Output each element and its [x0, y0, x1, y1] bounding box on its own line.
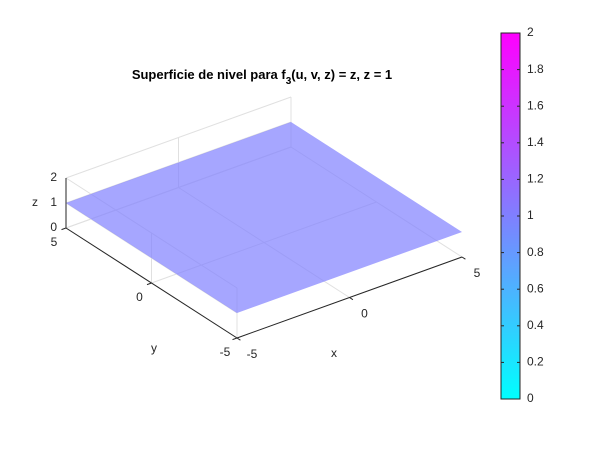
- colorbar-tick-label: 1: [527, 208, 534, 222]
- z-tick-label: 2: [50, 170, 57, 184]
- colorbar-tick-label: 2: [527, 25, 534, 39]
- colorbar-tick-label: 0.4: [527, 318, 544, 332]
- x-tick-label: 5: [474, 266, 481, 280]
- colorbar-tick-label: 1.4: [527, 135, 544, 149]
- y-tick: [146, 282, 152, 286]
- title-subscript: 3: [286, 76, 292, 87]
- y-tick: [61, 227, 67, 231]
- colorbar-tick-label: 0.2: [527, 355, 544, 369]
- title-text: Superficie de nivel para f: [132, 67, 287, 82]
- x-tick: [236, 337, 241, 341]
- colorbar-tick-label: 1.2: [527, 172, 544, 186]
- colorbar-tick-label: 1.6: [527, 98, 544, 112]
- x-tick: [461, 256, 466, 260]
- y-tick-label: -5: [220, 345, 231, 359]
- y-tick: [232, 337, 238, 341]
- colorbar-tick-label: 1.8: [527, 62, 544, 76]
- y-axis-label: y: [151, 341, 157, 355]
- colorbar-tick-label: 0: [527, 391, 534, 405]
- x-axis-label: x: [331, 346, 337, 360]
- colorbar-tick-label: 0.8: [527, 245, 544, 259]
- surface: [66, 122, 462, 313]
- z-tick-label: 1: [50, 195, 57, 209]
- title-text: (u, v, z) = z, z = 1: [291, 67, 392, 82]
- chart-title: Superficie de nivel para f3(u, v, z) = z…: [132, 67, 392, 86]
- x-tick-label: -5: [247, 347, 258, 361]
- grid-line: [65, 96, 292, 179]
- x-tick-label: 0: [361, 307, 368, 321]
- z-tick-label: 0: [50, 220, 57, 234]
- colorbar-tick-label: 0.6: [527, 281, 544, 295]
- x-tick: [349, 297, 354, 301]
- z-axis-label: z: [32, 195, 38, 209]
- y-tick-label: 5: [51, 235, 58, 249]
- y-tick-label: 0: [136, 290, 143, 304]
